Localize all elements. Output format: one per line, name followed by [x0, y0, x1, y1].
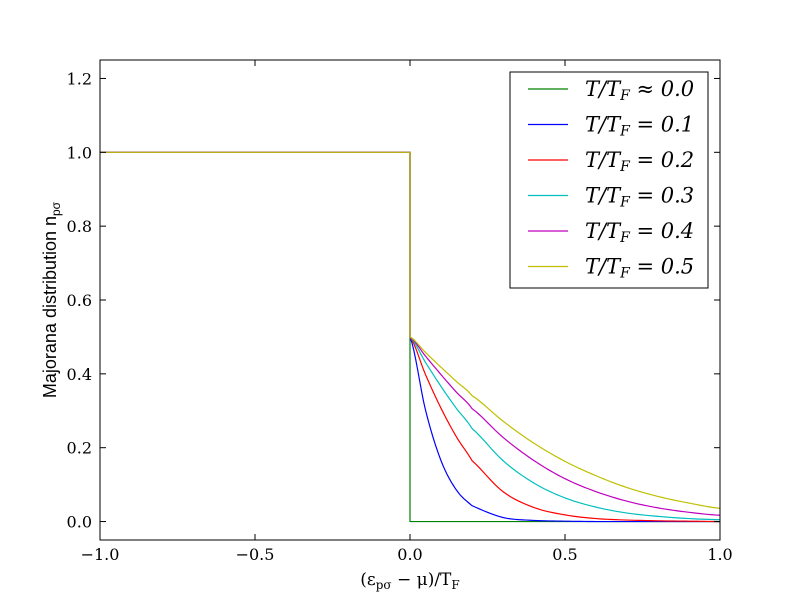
- y-tick-label: 1.0: [67, 143, 92, 162]
- legend-entry-label: T/TF = 0.3: [585, 184, 694, 211]
- series-layer: [100, 151, 721, 523]
- y-tick-label: 0.2: [67, 439, 92, 458]
- y-tick-label: 0.4: [67, 365, 92, 384]
- y-tick-label: 0.0: [67, 513, 92, 532]
- series-line-2: [100, 151, 721, 523]
- y-tick-labels: 0.0 0.2 0.4 0.6 0.8 1.0 1.2: [67, 69, 92, 531]
- legend-entry-label: T/TF ≈ 0.0: [585, 77, 694, 104]
- x-tick-label: 0.0: [397, 545, 422, 564]
- legend-entry-label: T/TF = 0.1: [585, 113, 694, 140]
- y-tick-label: 0.8: [67, 217, 92, 236]
- legend-entry-label: T/TF = 0.4: [585, 219, 694, 246]
- x-tick-label: −0.5: [236, 545, 275, 564]
- x-tick-label: 0.5: [552, 545, 577, 564]
- legend: T/TF ≈ 0.0 T/TF = 0.1 T/TF = 0.2 T/TF = 0.3…: [509, 71, 709, 289]
- x-tick-label: −1.0: [81, 545, 120, 564]
- x-tick-label: 1.0: [707, 545, 732, 564]
- legend-entry-label: T/TF = 0.2: [585, 148, 694, 175]
- y-tick-label: 1.2: [67, 69, 92, 88]
- legend-box: [509, 71, 709, 289]
- y-axis-label: Majorana distribution npσ: [40, 201, 63, 398]
- series-line-1: [100, 151, 720, 523]
- x-tick-labels: −1.0 −0.5 0.0 0.5 1.0: [81, 545, 733, 564]
- y-tick-label: 0.6: [67, 291, 92, 310]
- ticks-layer: [99, 60, 721, 540]
- series-line-5: [100, 151, 721, 509]
- x-axis-label: (εpσ − μ)/TF: [360, 570, 459, 592]
- legend-entry-label: T/TF = 0.5: [585, 255, 694, 282]
- series-line-4: [100, 151, 721, 516]
- series-line-3: [100, 151, 721, 521]
